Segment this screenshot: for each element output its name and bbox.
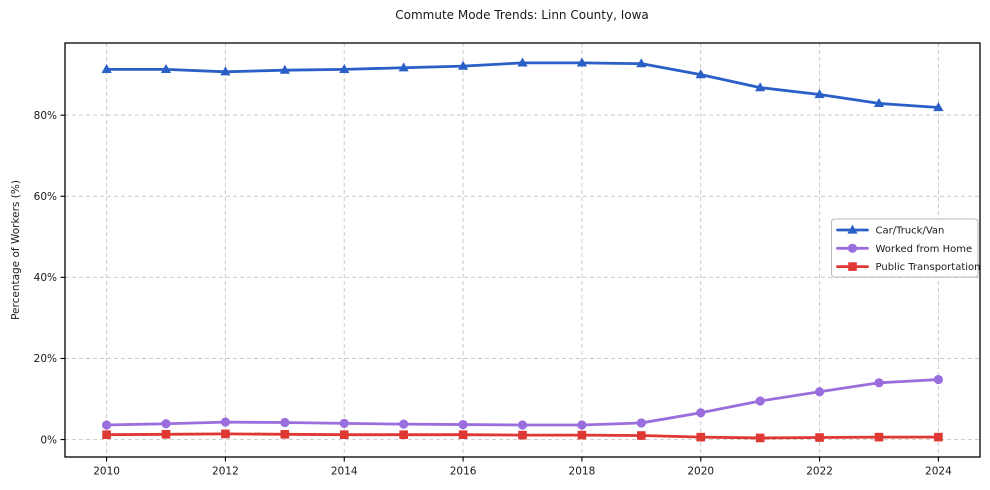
x-tick-label: 2020 xyxy=(687,466,714,478)
series-line xyxy=(105,378,940,427)
legend-box xyxy=(831,218,979,278)
legend-marker xyxy=(847,224,858,234)
data-point xyxy=(933,374,944,385)
data-point xyxy=(577,420,587,430)
x-tick-label: 2018 xyxy=(569,466,596,478)
plot-border xyxy=(64,42,981,458)
x-tick-label: 2012 xyxy=(212,466,239,478)
data-point xyxy=(101,63,112,73)
data-point xyxy=(339,418,349,428)
data-point xyxy=(874,432,884,442)
legend-marker xyxy=(848,262,857,271)
data-point xyxy=(873,98,885,108)
data-point xyxy=(815,433,824,442)
series-car-truck-van xyxy=(101,57,944,112)
legend-marker xyxy=(847,243,858,253)
data-point xyxy=(696,408,706,418)
data-series xyxy=(101,57,944,443)
data-point xyxy=(636,418,646,428)
y-tick-label: 20% xyxy=(34,353,57,365)
legend-item: Public Transportation xyxy=(836,262,981,273)
legend-label: Public Transportation xyxy=(876,262,981,273)
y-tick-label: 60% xyxy=(34,191,57,203)
x-tick-label: 2014 xyxy=(331,466,358,478)
data-point xyxy=(220,417,231,427)
data-point xyxy=(279,64,290,74)
data-point xyxy=(755,82,766,92)
data-point xyxy=(814,387,825,397)
legend-item: Worked from Home xyxy=(836,243,973,255)
data-point xyxy=(160,63,172,73)
x-tick-label: 2024 xyxy=(925,466,952,478)
legend-label: Worked from Home xyxy=(876,244,973,255)
series-line xyxy=(105,61,940,109)
y-tick-label: 80% xyxy=(34,110,57,122)
data-point xyxy=(576,57,588,67)
data-point xyxy=(696,432,706,442)
data-point xyxy=(399,430,408,439)
data-point xyxy=(457,60,469,70)
data-point xyxy=(814,89,825,99)
data-point xyxy=(755,433,765,443)
series-worked-from-home xyxy=(101,374,944,430)
data-point xyxy=(933,102,944,112)
data-point xyxy=(161,429,171,439)
data-point xyxy=(636,58,647,68)
data-point xyxy=(637,431,646,440)
data-point xyxy=(399,419,409,429)
data-point xyxy=(755,396,765,406)
data-point xyxy=(339,63,350,73)
data-point xyxy=(101,420,112,430)
chart-title: Commute Mode Trends: Linn County, Iowa xyxy=(395,8,649,22)
data-point xyxy=(339,430,349,439)
data-point xyxy=(695,69,706,79)
y-tick-label: 0% xyxy=(40,434,57,446)
y-tick-label: 40% xyxy=(34,272,57,284)
data-point xyxy=(458,430,468,439)
data-point xyxy=(517,57,528,67)
axis-ticks: 0% 20% 40% 60% 80% 2010 2012 2014 2016 2018 2020 20… xyxy=(34,110,952,478)
data-point xyxy=(934,432,943,442)
data-point xyxy=(161,419,171,429)
legend-item: Car/Truck/Van xyxy=(836,224,945,237)
data-point xyxy=(280,429,290,439)
data-point xyxy=(398,62,409,72)
legend: Car/Truck/Van Worked from Home Public Tran… xyxy=(831,218,981,278)
series-public-transportation xyxy=(102,429,943,443)
data-point xyxy=(102,430,111,439)
data-point xyxy=(458,419,468,430)
data-point xyxy=(577,430,587,440)
data-point xyxy=(221,429,230,439)
data-point xyxy=(220,66,231,76)
data-point xyxy=(874,378,884,388)
y-axis-label: Percentage of Workers (%) xyxy=(10,180,22,320)
legend-label: Car/Truck/Van xyxy=(876,226,945,237)
x-tick-label: 2016 xyxy=(450,466,477,478)
x-tick-label: 2010 xyxy=(93,466,120,478)
x-tick-label: 2022 xyxy=(806,466,833,478)
data-point xyxy=(518,430,527,440)
data-point xyxy=(280,417,290,428)
data-point xyxy=(517,420,528,430)
